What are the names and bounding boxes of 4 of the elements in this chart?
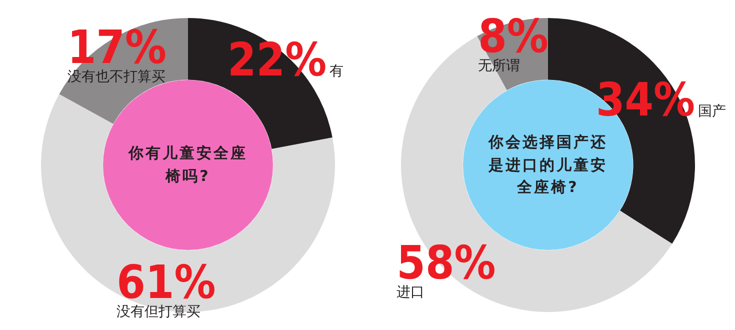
text: 你有儿童安全座椅吗? — [127, 143, 248, 187]
text: 你会选择国产还是进口的儿童安全座椅? — [487, 132, 608, 198]
slice-label: 有 — [330, 63, 344, 80]
slice-label: 国产 — [698, 104, 726, 120]
